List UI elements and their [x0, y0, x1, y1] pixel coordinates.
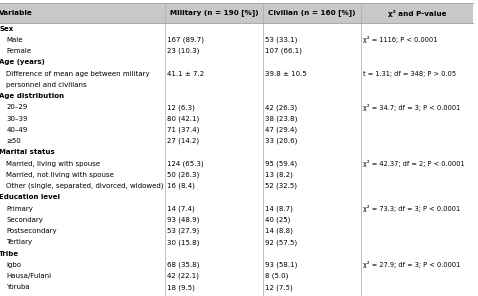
Text: Age distribution: Age distribution — [0, 93, 64, 99]
Text: 14 (8.7): 14 (8.7) — [265, 205, 293, 212]
Text: Education level: Education level — [0, 194, 60, 200]
Text: χ² = 73.3; df = 3; P < 0.0001: χ² = 73.3; df = 3; P < 0.0001 — [363, 205, 460, 212]
Text: 53 (27.9): 53 (27.9) — [167, 228, 199, 234]
Bar — [0, 113, 473, 124]
Bar — [0, 79, 473, 91]
Bar — [0, 259, 473, 271]
Text: Age (years): Age (years) — [0, 59, 45, 65]
Bar — [0, 136, 473, 147]
Text: χ² = 27.9; df = 3; P < 0.0001: χ² = 27.9; df = 3; P < 0.0001 — [363, 261, 460, 268]
Bar — [0, 226, 473, 237]
Text: 27 (14.2): 27 (14.2) — [167, 138, 199, 144]
Text: 38 (23.8): 38 (23.8) — [265, 115, 298, 122]
Text: 93 (58.1): 93 (58.1) — [265, 262, 298, 268]
Text: 42 (22.1): 42 (22.1) — [167, 273, 199, 279]
Text: 20–29: 20–29 — [6, 104, 27, 110]
Text: 80 (42.1): 80 (42.1) — [167, 115, 199, 122]
Text: 92 (57.5): 92 (57.5) — [265, 239, 297, 246]
Bar — [0, 237, 473, 248]
Text: 14 (7.4): 14 (7.4) — [167, 205, 195, 212]
Text: 39.8 ± 10.5: 39.8 ± 10.5 — [265, 71, 307, 77]
Text: Married, living with spouse: Married, living with spouse — [6, 161, 100, 167]
Text: Secondary: Secondary — [6, 217, 43, 223]
Bar — [0, 282, 473, 293]
Text: χ² = 42.37; df = 2; P < 0.0001: χ² = 42.37; df = 2; P < 0.0001 — [363, 160, 465, 167]
Bar — [0, 248, 473, 259]
Text: 12 (6.3): 12 (6.3) — [167, 104, 195, 111]
Bar — [0, 102, 473, 113]
Bar — [0, 192, 473, 203]
Text: 13 (8.2): 13 (8.2) — [265, 172, 293, 178]
Text: personnel and civilians: personnel and civilians — [6, 82, 87, 88]
Text: Married, not living with spouse: Married, not living with spouse — [6, 172, 114, 178]
Text: Variable: Variable — [0, 10, 33, 16]
Text: χ² = 1116; P < 0.0001: χ² = 1116; P < 0.0001 — [363, 36, 438, 44]
Text: 40 (25): 40 (25) — [265, 217, 291, 223]
Text: Male: Male — [6, 37, 23, 43]
Text: 30–39: 30–39 — [6, 116, 28, 122]
Bar — [0, 46, 473, 57]
Text: Hausa/Fulani: Hausa/Fulani — [6, 273, 51, 279]
Bar — [0, 23, 473, 34]
Text: 12 (7.5): 12 (7.5) — [265, 284, 293, 291]
Bar — [0, 124, 473, 136]
Text: 124 (65.3): 124 (65.3) — [167, 160, 204, 167]
Bar — [0, 91, 473, 102]
Text: 16 (8.4): 16 (8.4) — [167, 183, 195, 189]
Bar — [0, 203, 473, 214]
Bar — [0, 147, 473, 158]
Text: Tribe: Tribe — [0, 251, 19, 257]
Text: 8 (5.0): 8 (5.0) — [265, 273, 289, 279]
Text: t = 1.31; df = 348; P > 0.05: t = 1.31; df = 348; P > 0.05 — [363, 71, 456, 77]
Bar — [0, 293, 473, 296]
Bar — [0, 181, 473, 192]
Text: 47 (29.4): 47 (29.4) — [265, 127, 297, 133]
Bar — [0, 3, 473, 23]
Text: χ² and P-value: χ² and P-value — [388, 9, 446, 17]
Text: 23 (10.3): 23 (10.3) — [167, 48, 200, 54]
Text: 107 (66.1): 107 (66.1) — [265, 48, 302, 54]
Text: 40–49: 40–49 — [6, 127, 27, 133]
Text: Female: Female — [6, 48, 32, 54]
Text: 71 (37.4): 71 (37.4) — [167, 127, 200, 133]
Text: Marital status: Marital status — [0, 149, 55, 155]
Text: Military (n = 190 [%]): Military (n = 190 [%]) — [170, 9, 258, 17]
Text: 68 (35.8): 68 (35.8) — [167, 262, 200, 268]
Text: 167 (89.7): 167 (89.7) — [167, 37, 204, 43]
Text: 52 (32.5): 52 (32.5) — [265, 183, 297, 189]
Bar — [0, 34, 473, 46]
Text: 95 (59.4): 95 (59.4) — [265, 160, 297, 167]
Text: Primary: Primary — [6, 206, 33, 212]
Text: 50 (26.3): 50 (26.3) — [167, 172, 199, 178]
Text: Tertiary: Tertiary — [6, 239, 33, 245]
Bar — [0, 271, 473, 282]
Text: 14 (8.8): 14 (8.8) — [265, 228, 293, 234]
Text: Difference of mean age between military: Difference of mean age between military — [6, 71, 150, 77]
Bar — [0, 68, 473, 79]
Text: 62 (32.6): 62 (32.6) — [167, 295, 199, 296]
Text: 33 (20.6): 33 (20.6) — [265, 138, 298, 144]
Text: Postsecondary: Postsecondary — [6, 228, 57, 234]
Bar — [0, 158, 473, 169]
Text: Igbo: Igbo — [6, 262, 21, 268]
Text: Other (single, separated, divorced, widowed): Other (single, separated, divorced, wido… — [6, 183, 163, 189]
Text: Sex: Sex — [0, 26, 13, 32]
Text: 41.1 ± 7.2: 41.1 ± 7.2 — [167, 71, 205, 77]
Text: Yoruba: Yoruba — [6, 284, 30, 290]
Text: χ² = 34.7; df = 3; P < 0.0001: χ² = 34.7; df = 3; P < 0.0001 — [363, 104, 460, 111]
Text: 93 (48.9): 93 (48.9) — [167, 217, 200, 223]
Text: 47 (29.3): 47 (29.3) — [265, 295, 297, 296]
Bar — [0, 57, 473, 68]
Text: 18 (9.5): 18 (9.5) — [167, 284, 195, 291]
Text: 42 (26.3): 42 (26.3) — [265, 104, 297, 111]
Bar — [0, 214, 473, 226]
Text: ≥50: ≥50 — [6, 138, 21, 144]
Text: Civilian (n = 160 [%]): Civilian (n = 160 [%]) — [268, 9, 356, 17]
Text: 30 (15.8): 30 (15.8) — [167, 239, 200, 246]
Text: 53 (33.1): 53 (33.1) — [265, 37, 298, 43]
Bar — [0, 169, 473, 181]
